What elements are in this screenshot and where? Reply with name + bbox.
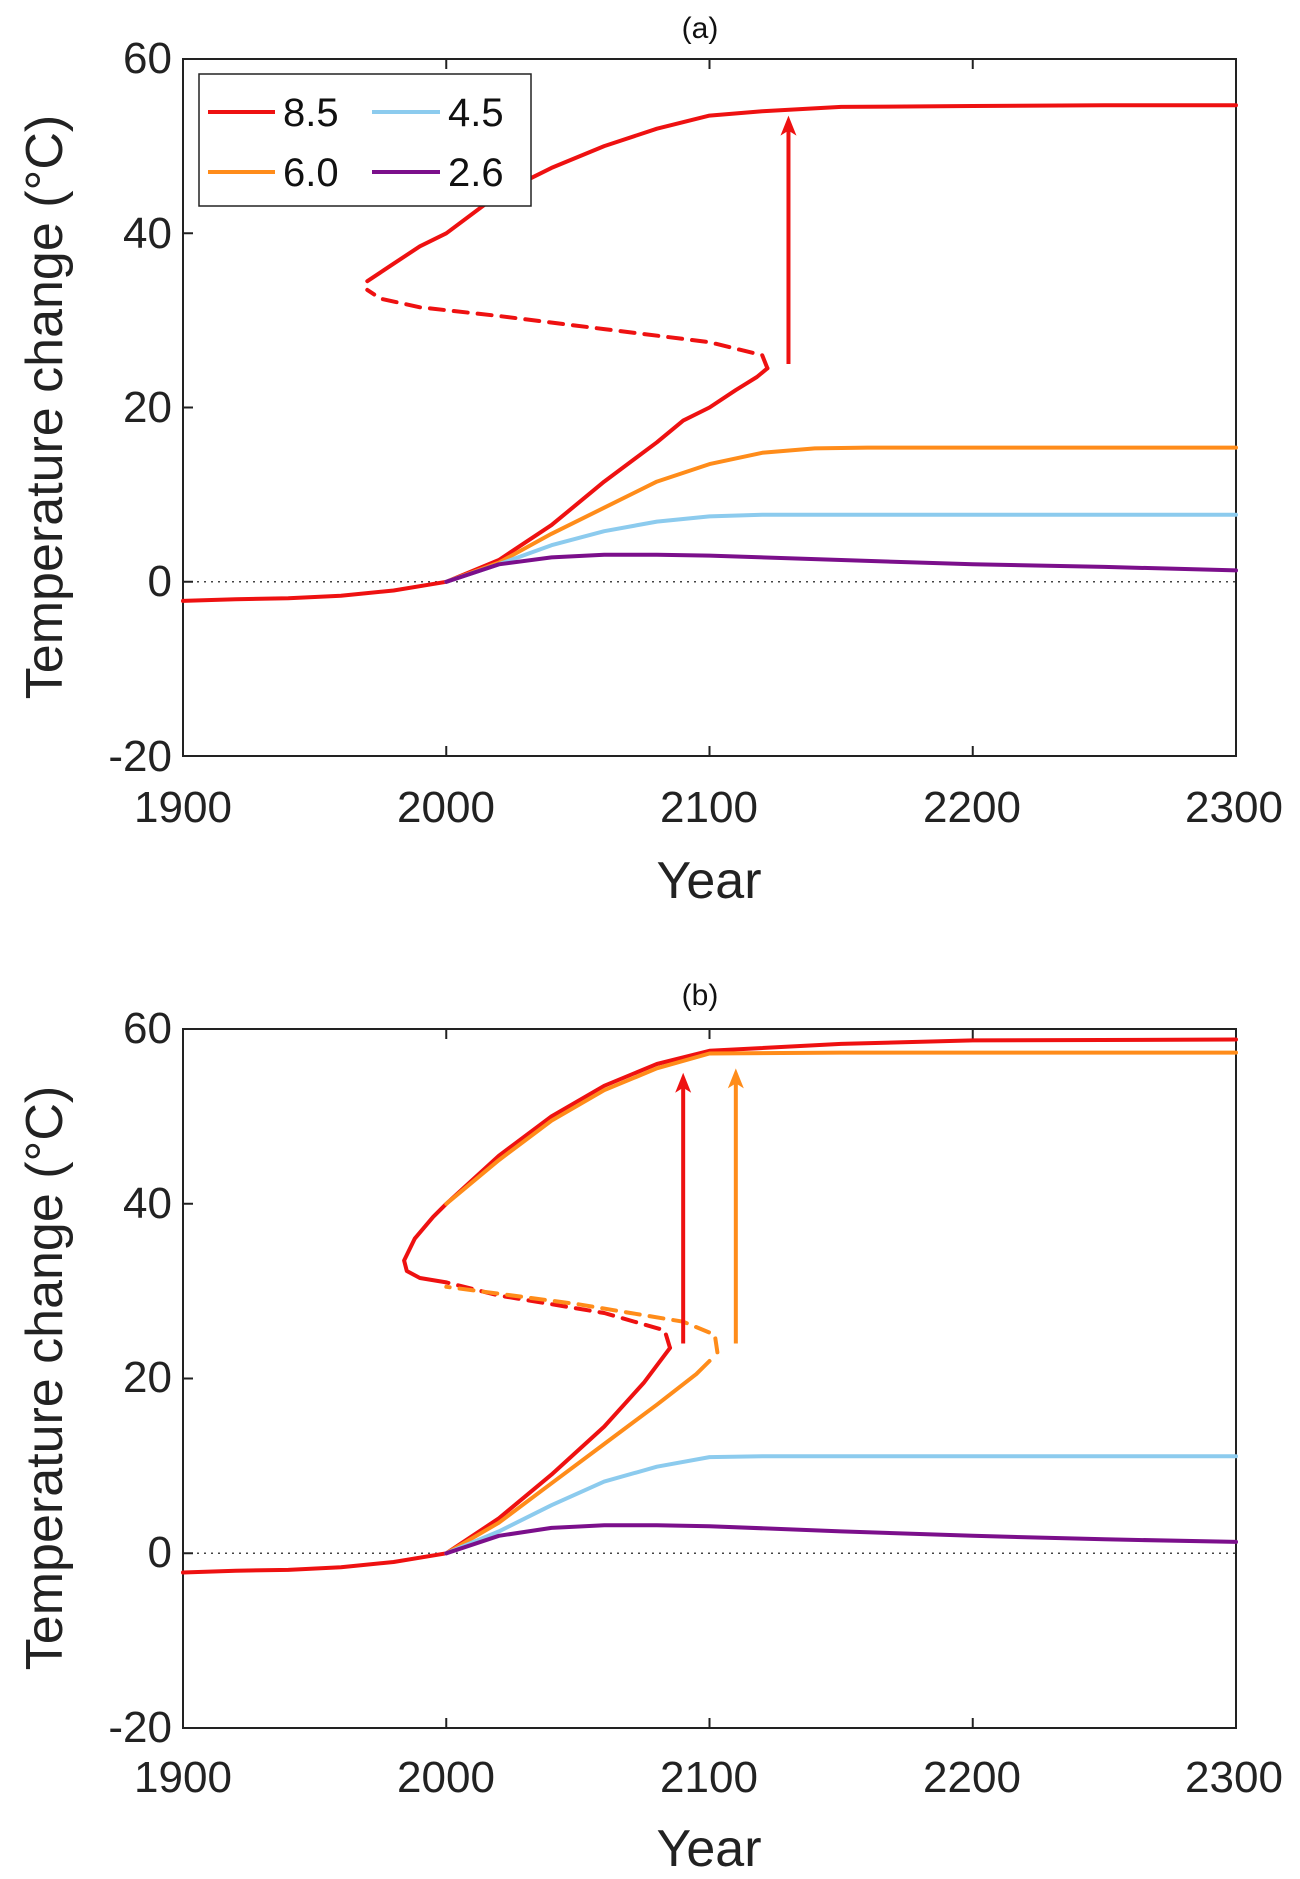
x-tick-label: 2200 bbox=[923, 1753, 1021, 1802]
x-tick-label: 2200 bbox=[923, 783, 1021, 832]
series-line-solid bbox=[444, 1523, 1238, 1556]
series-line-solid bbox=[181, 1345, 672, 1575]
y-tick-label: 20 bbox=[123, 1353, 172, 1402]
x-tick-label: 2100 bbox=[660, 1753, 758, 1802]
series-line-solid bbox=[181, 366, 770, 603]
series-line-solid bbox=[444, 1454, 1238, 1556]
x-tick-label: 2300 bbox=[1185, 783, 1283, 832]
tick-layer: 60 40 20 0 -20 1900 2000 2100 2200 2300 bbox=[108, 1004, 1283, 1802]
series-2-6 bbox=[444, 1523, 1238, 1556]
y-tick-label: 0 bbox=[148, 1528, 172, 1577]
legend-box bbox=[198, 73, 532, 207]
transition-arrow bbox=[780, 115, 797, 364]
legend-label-4-5: 4.5 bbox=[448, 91, 504, 135]
tick-marks bbox=[182, 58, 1237, 757]
y-tick-label: 40 bbox=[123, 1179, 172, 1228]
series-8-5 bbox=[181, 1037, 1238, 1575]
series-6-0 bbox=[444, 445, 1238, 584]
transition-arrow bbox=[675, 1072, 692, 1344]
panel-a: (a) 60 40 20 0 -20 1900 2000 2100 2200 2… bbox=[16, 12, 1283, 910]
y-tick-label: 0 bbox=[148, 557, 172, 606]
series-line-dashed bbox=[365, 287, 770, 371]
y-axis-label: Temperature change (°C) bbox=[16, 1086, 74, 1670]
series-4-5 bbox=[444, 512, 1238, 584]
y-tick-label: 20 bbox=[123, 383, 172, 432]
series-layer bbox=[181, 1028, 1238, 1729]
series-line-dashed bbox=[444, 1284, 720, 1355]
panel-title: (a) bbox=[682, 12, 719, 45]
legend: 8.5 4.5 6.0 2.6 bbox=[198, 73, 532, 207]
y-axis-label: Temperature change (°C) bbox=[16, 115, 74, 699]
y-tick-label: -20 bbox=[108, 732, 172, 781]
x-axis-label: Year bbox=[656, 852, 761, 910]
arrow-head bbox=[780, 115, 797, 136]
x-tick-label: 2000 bbox=[397, 783, 495, 832]
series-4-5 bbox=[444, 1454, 1238, 1556]
transition-arrow bbox=[727, 1068, 744, 1344]
y-tick-label: -20 bbox=[108, 1703, 172, 1752]
y-tick-label: 40 bbox=[123, 209, 172, 258]
panel-title: (b) bbox=[682, 979, 719, 1012]
tick-marks bbox=[182, 1028, 1237, 1729]
series-line-solid bbox=[444, 445, 1238, 584]
legend-label-6-0: 6.0 bbox=[283, 151, 339, 195]
x-tick-label: 2100 bbox=[660, 783, 758, 832]
series-line-solid bbox=[444, 1050, 1238, 1206]
series-6-0 bbox=[444, 1050, 1238, 1556]
x-axis-label: Year bbox=[656, 1820, 761, 1878]
plot-area-frame bbox=[182, 1028, 1237, 1729]
series-8-5 bbox=[181, 103, 1238, 603]
tick-layer: 60 40 20 0 -20 1900 2000 2100 2200 2300 bbox=[108, 34, 1283, 832]
x-tick-label: 2000 bbox=[397, 1753, 495, 1802]
arrow-head bbox=[727, 1068, 744, 1089]
series-line-solid bbox=[402, 1037, 1238, 1285]
series-layer bbox=[181, 58, 1238, 757]
x-tick-label: 1900 bbox=[134, 1753, 232, 1802]
legend-label-2-6: 2.6 bbox=[448, 151, 504, 195]
y-tick-label: 60 bbox=[123, 1004, 172, 1053]
x-tick-label: 2300 bbox=[1185, 1753, 1283, 1802]
legend-label-8-5: 8.5 bbox=[283, 91, 339, 135]
series-line-solid bbox=[444, 552, 1238, 584]
arrow-head bbox=[675, 1072, 692, 1093]
series-line-solid bbox=[365, 103, 1238, 284]
panel-b: (b) 60 40 20 0 -20 1900 2000 2100 2200 2… bbox=[16, 979, 1283, 1878]
x-tick-label: 1900 bbox=[134, 783, 232, 832]
series-line-solid bbox=[444, 512, 1238, 584]
y-tick-label: 60 bbox=[123, 34, 172, 83]
series-2-6 bbox=[444, 552, 1238, 584]
series-line-solid bbox=[444, 1359, 712, 1556]
